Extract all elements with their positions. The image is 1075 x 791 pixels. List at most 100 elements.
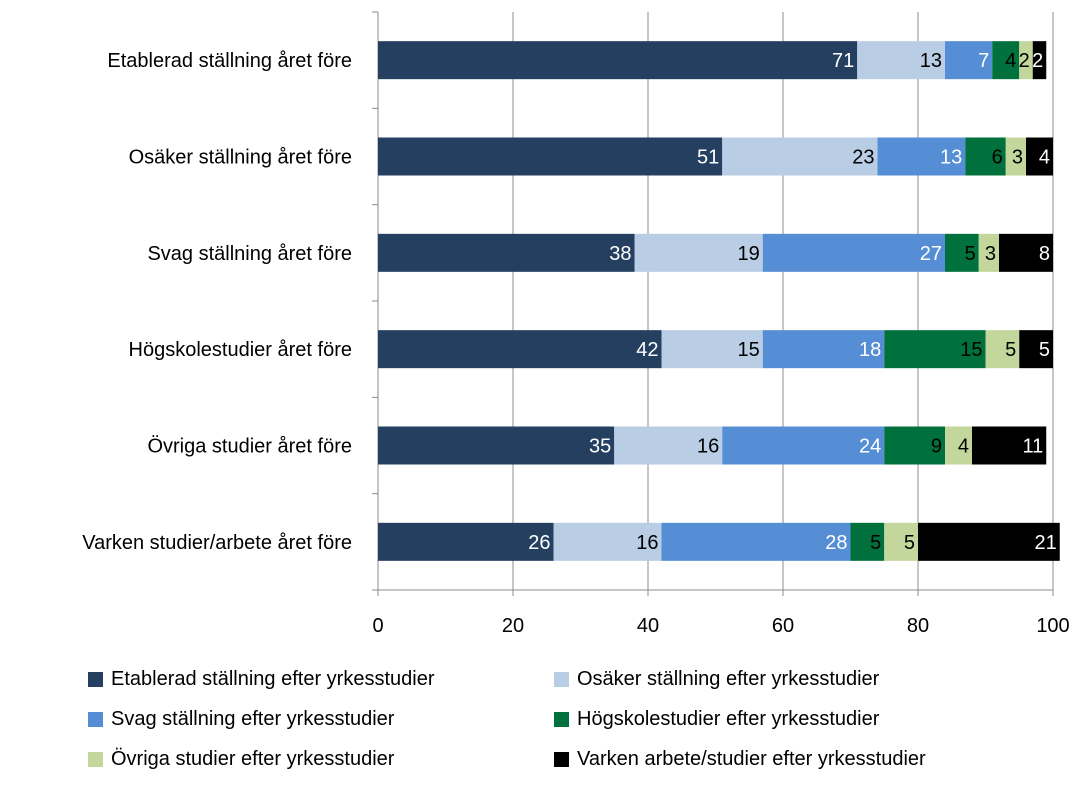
- legend-item: Högskolestudier efter yrkesstudier: [554, 708, 879, 731]
- data-label: 24: [859, 436, 881, 458]
- legend-swatch: [88, 712, 103, 727]
- bar-segment: [762, 233, 945, 272]
- bar-segment: [918, 522, 1060, 561]
- data-label: 5: [1005, 339, 1016, 361]
- data-label: 11: [1022, 436, 1043, 458]
- data-label: 51: [697, 147, 719, 169]
- bar-segment: [1032, 41, 1047, 80]
- legend-label: Svag ställning efter yrkesstudier: [111, 708, 395, 730]
- x-tick-label: 80: [907, 615, 929, 637]
- data-label: 35: [589, 436, 611, 458]
- data-label: 13: [940, 147, 962, 169]
- data-label: 5: [904, 532, 915, 554]
- data-label: 18: [859, 339, 881, 361]
- bar-segment: [378, 522, 554, 561]
- bar-segment: [999, 233, 1053, 272]
- bar-segment: [965, 137, 1006, 176]
- category-label: Högskolestudier året före: [129, 339, 352, 361]
- bar-segment: [857, 41, 945, 80]
- legend-label: Högskolestudier efter yrkesstudier: [577, 708, 880, 730]
- data-label: 21: [1035, 532, 1057, 554]
- bar-segment: [661, 330, 763, 369]
- x-tick-label: 40: [637, 615, 659, 637]
- data-label: 5: [870, 532, 881, 554]
- chart-svg: 0 20 40 60 80 100 Etablerad ställning året för…: [82, 11, 1070, 637]
- category-label: Osäker ställning året före: [129, 147, 352, 169]
- data-label: 2: [1032, 50, 1043, 72]
- bar-segment: [850, 522, 885, 561]
- data-label: 3: [985, 243, 996, 265]
- data-label: 38: [609, 243, 631, 265]
- legend-swatch: [88, 672, 103, 687]
- data-label: 4: [1005, 50, 1016, 72]
- bar-segment: [992, 41, 1020, 80]
- data-label: 4: [958, 436, 969, 458]
- bar-segment: [1019, 41, 1033, 80]
- data-label: 42: [636, 339, 658, 361]
- bar-segment: [634, 233, 763, 272]
- legend-item: Etablerad ställning efter yrkesstudier: [88, 668, 435, 691]
- bar-segment: [661, 522, 851, 561]
- legend-item: Varken arbete/studier efter yrkesstudier: [554, 748, 926, 771]
- data-label: 9: [931, 436, 942, 458]
- data-label: 3: [1012, 147, 1023, 169]
- data-label: 8: [1039, 243, 1050, 265]
- bar-segment: [884, 522, 918, 561]
- data-label: 13: [920, 50, 942, 72]
- bar-segment: [945, 41, 993, 80]
- data-label: 7: [978, 50, 989, 72]
- x-tick-label: 20: [502, 615, 524, 637]
- bar-segment: [1005, 137, 1026, 176]
- data-label: 27: [920, 243, 942, 265]
- legend-label: Osäker ställning efter yrkesstudier: [577, 668, 880, 690]
- bar-segment: [1019, 330, 1053, 369]
- legend-item: Svag ställning efter yrkesstudier: [88, 708, 394, 731]
- x-tick-label: 60: [772, 615, 794, 637]
- data-label: 5: [965, 243, 976, 265]
- x-tick-label: 100: [1036, 615, 1069, 637]
- bar-segment: [945, 233, 979, 272]
- data-label: 15: [738, 339, 760, 361]
- legend-label: Etablerad ställning efter yrkesstudier: [111, 668, 435, 690]
- legend-swatch: [554, 752, 569, 767]
- legend-label: Varken arbete/studier efter yrkesstudier: [577, 748, 926, 770]
- category-label: Etablerad ställning året före: [107, 50, 352, 72]
- data-label: 16: [636, 532, 658, 554]
- legend-item: Övriga studier efter yrkesstudier: [88, 748, 394, 771]
- legend-label: Övriga studier efter yrkesstudier: [111, 748, 395, 770]
- legend-swatch: [554, 712, 569, 727]
- bar-segment: [978, 233, 999, 272]
- x-tick-label: 0: [372, 615, 383, 637]
- bar-segment: [985, 330, 1020, 369]
- bar-segment: [1026, 137, 1053, 176]
- bar-segment: [722, 426, 885, 465]
- data-label: 2: [1019, 50, 1030, 72]
- data-label: 23: [852, 147, 874, 169]
- category-label: Övriga studier året före: [147, 436, 352, 458]
- legend-swatch: [88, 752, 103, 767]
- bar-segment: [378, 426, 615, 465]
- bar-segment: [762, 330, 885, 369]
- data-label: 28: [825, 532, 847, 554]
- bar-segment: [945, 426, 972, 465]
- data-label: 71: [832, 50, 854, 72]
- bar-segment: [378, 330, 662, 369]
- category-label: Svag ställning året före: [147, 243, 352, 265]
- data-label: 5: [1039, 339, 1050, 361]
- bar-segment: [972, 426, 1047, 465]
- bar-segment: [877, 137, 966, 176]
- legend-swatch: [554, 672, 569, 687]
- bar-segment: [614, 426, 723, 465]
- bar-segment: [884, 330, 986, 369]
- data-label: 26: [528, 532, 550, 554]
- data-label: 16: [697, 436, 719, 458]
- bar-segment: [378, 233, 635, 272]
- bar-segment: [553, 522, 662, 561]
- category-label: Varken studier/arbete året före: [82, 532, 352, 554]
- bar-segment: [378, 137, 723, 176]
- legend-item: Osäker ställning efter yrkesstudier: [554, 668, 879, 691]
- data-label: 15: [960, 339, 982, 361]
- bar-segment: [722, 137, 878, 176]
- data-label: 4: [1039, 147, 1050, 169]
